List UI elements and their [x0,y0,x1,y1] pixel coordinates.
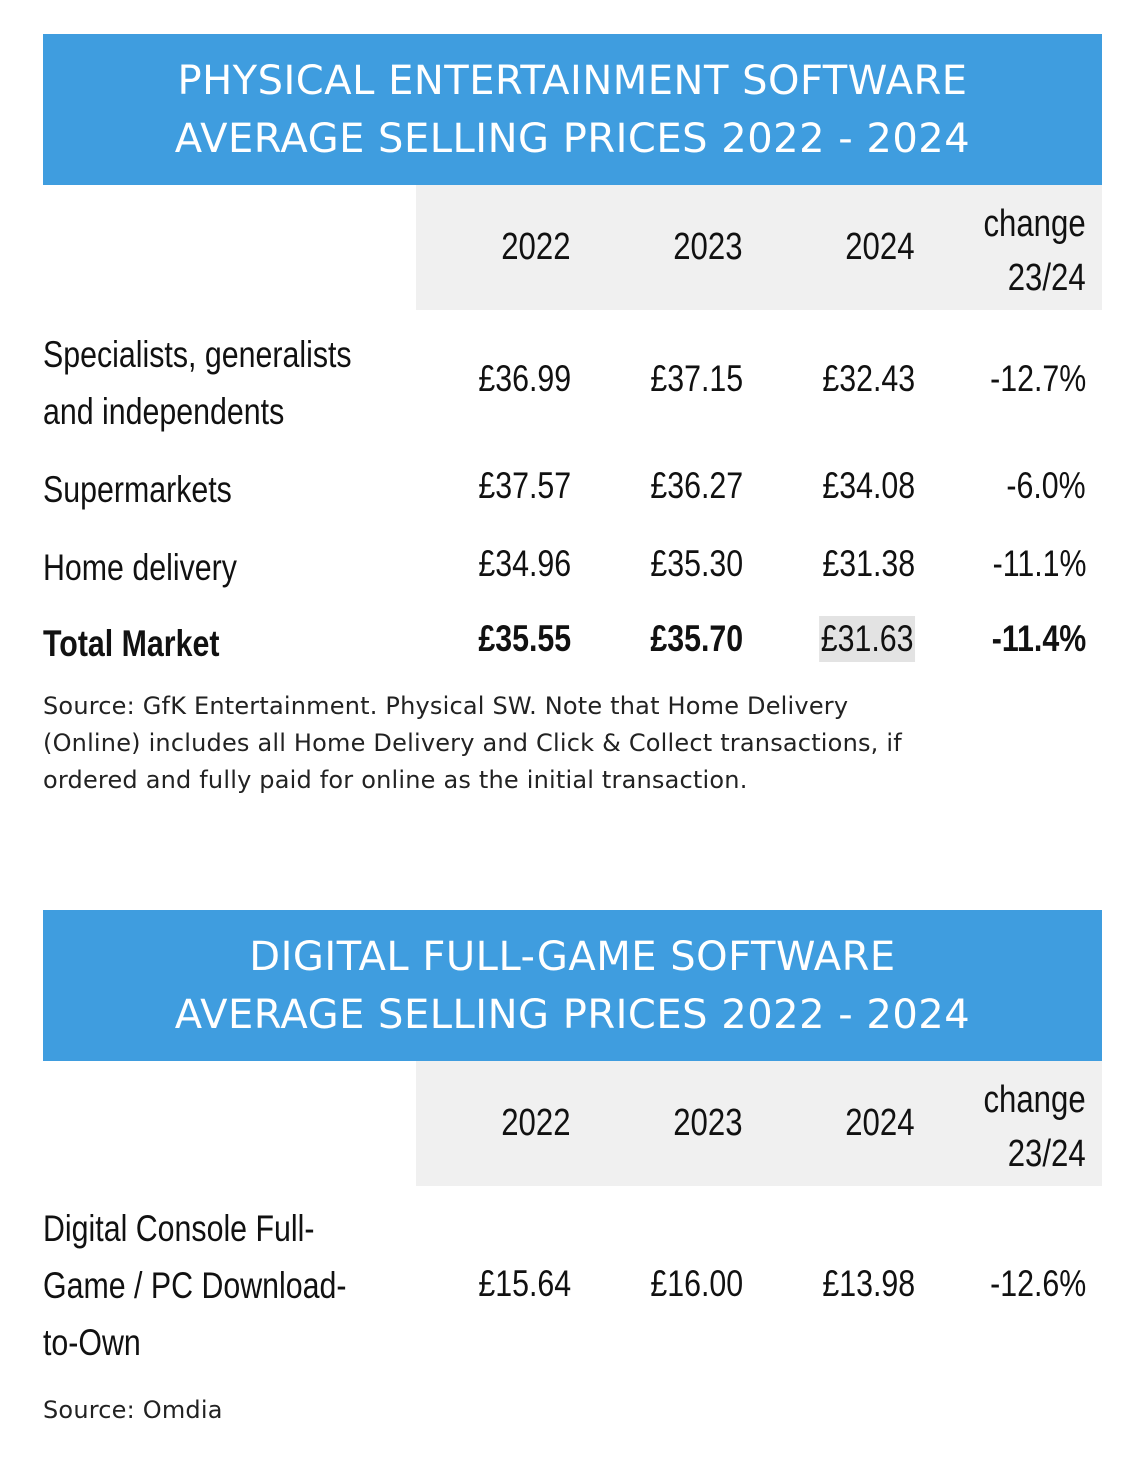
digital-source-note: Source: Omdia [43,1392,1102,1429]
row-label-line1: Specialists, generalists [43,334,352,375]
physical-title-line1: PHYSICAL ENTERTAINMENT SOFTWARE [177,57,968,104]
digital-title-banner: DIGITAL FULL-GAME SOFTWARE AVERAGE SELLI… [43,910,1102,1061]
row-label: Specialists, generalists and independent… [43,326,352,440]
header-2022: 2022 [501,1102,571,1144]
row-label-line2: Game / PC Download- [43,1265,347,1306]
cell-2023: £36.27 [650,465,743,506]
physical-title-banner: PHYSICAL ENTERTAINMENT SOFTWARE AVERAGE … [43,34,1102,185]
header-change: change 23/24 [984,1073,1086,1181]
cell-2024-highlighted: £31.63 [818,616,915,662]
header-change-line1: change [983,1079,1086,1121]
cell-2022: £37.57 [478,465,571,506]
digital-asp-panel: DIGITAL FULL-GAME SOFTWARE AVERAGE SELLI… [43,910,1102,1429]
header-change-line1: change [983,203,1086,245]
table-row-total: Total Market £35.55 £35.70 £31.63 -11.4% [43,610,1102,682]
table-row: Home delivery £34.96 £35.30 £31.38 -11.1… [43,533,1102,610]
source-line1: Source: Omdia [43,1396,223,1424]
cell-2023: £16.00 [650,1263,743,1304]
source-line3: ordered and fully paid for online as the… [43,766,748,794]
cell-2022: £15.64 [478,1263,571,1304]
cell-change: -11.4% [991,618,1086,659]
cell-change: -12.6% [989,1263,1086,1304]
header-2023: 2023 [673,1102,743,1144]
row-label-line1: Digital Console Full- [43,1208,315,1249]
header-2022: 2022 [501,226,571,268]
header-2024: 2024 [845,1102,915,1144]
cell-2024: £13.98 [822,1263,915,1304]
source-line2: (Online) includes all Home Delivery and … [43,729,902,757]
table-row: Supermarkets £37.57 £36.27 £34.08 -6.0% [43,455,1102,533]
physical-source-note: Source: GfK Entertainment. Physical SW. … [43,688,1102,799]
header-change-line2: 23/24 [1008,257,1086,299]
cell-2024: £31.38 [822,543,915,584]
row-label: Total Market [43,623,220,664]
row-label-line3: to-Own [43,1322,141,1363]
cell-2024: £32.43 [822,358,915,399]
cell-2023: £35.70 [650,618,743,659]
table-row: Digital Console Full- Game / PC Download… [43,1186,1102,1386]
cell-2023: £35.30 [650,543,743,584]
cell-change: -12.7% [989,358,1086,399]
row-label: Supermarkets [43,469,232,510]
row-label: Digital Console Full- Game / PC Download… [43,1200,347,1371]
table-row: Specialists, generalists and independent… [43,310,1102,455]
digital-title-line1: DIGITAL FULL-GAME SOFTWARE [249,933,896,980]
cell-2023: £37.15 [650,358,743,399]
cell-change: -6.0% [1006,465,1086,506]
header-change-line2: 23/24 [1008,1133,1086,1175]
header-change: change 23/24 [984,197,1086,305]
physical-asp-panel: PHYSICAL ENTERTAINMENT SOFTWARE AVERAGE … [43,34,1102,799]
digital-table-body: Digital Console Full- Game / PC Download… [43,1186,1102,1386]
cell-change: -11.1% [992,543,1086,584]
row-label: Home delivery [43,547,237,588]
cell-2022: £35.55 [478,618,571,659]
row-label-line2: and independents [43,391,285,432]
header-2023: 2023 [673,226,743,268]
physical-column-headers: 2022 2023 2024 change 23/24 [416,185,1102,310]
physical-table-body: Specialists, generalists and independent… [43,310,1102,682]
physical-title-line2: AVERAGE SELLING PRICES 2022 - 2024 [174,115,971,162]
cell-2022: £34.96 [478,543,571,584]
cell-2024: £34.08 [822,465,915,506]
source-line1: Source: GfK Entertainment. Physical SW. … [43,692,849,720]
header-2024: 2024 [845,226,915,268]
digital-title-line2: AVERAGE SELLING PRICES 2022 - 2024 [174,991,971,1038]
cell-2022: £36.99 [478,358,571,399]
digital-column-headers: 2022 2023 2024 change 23/24 [416,1061,1102,1186]
